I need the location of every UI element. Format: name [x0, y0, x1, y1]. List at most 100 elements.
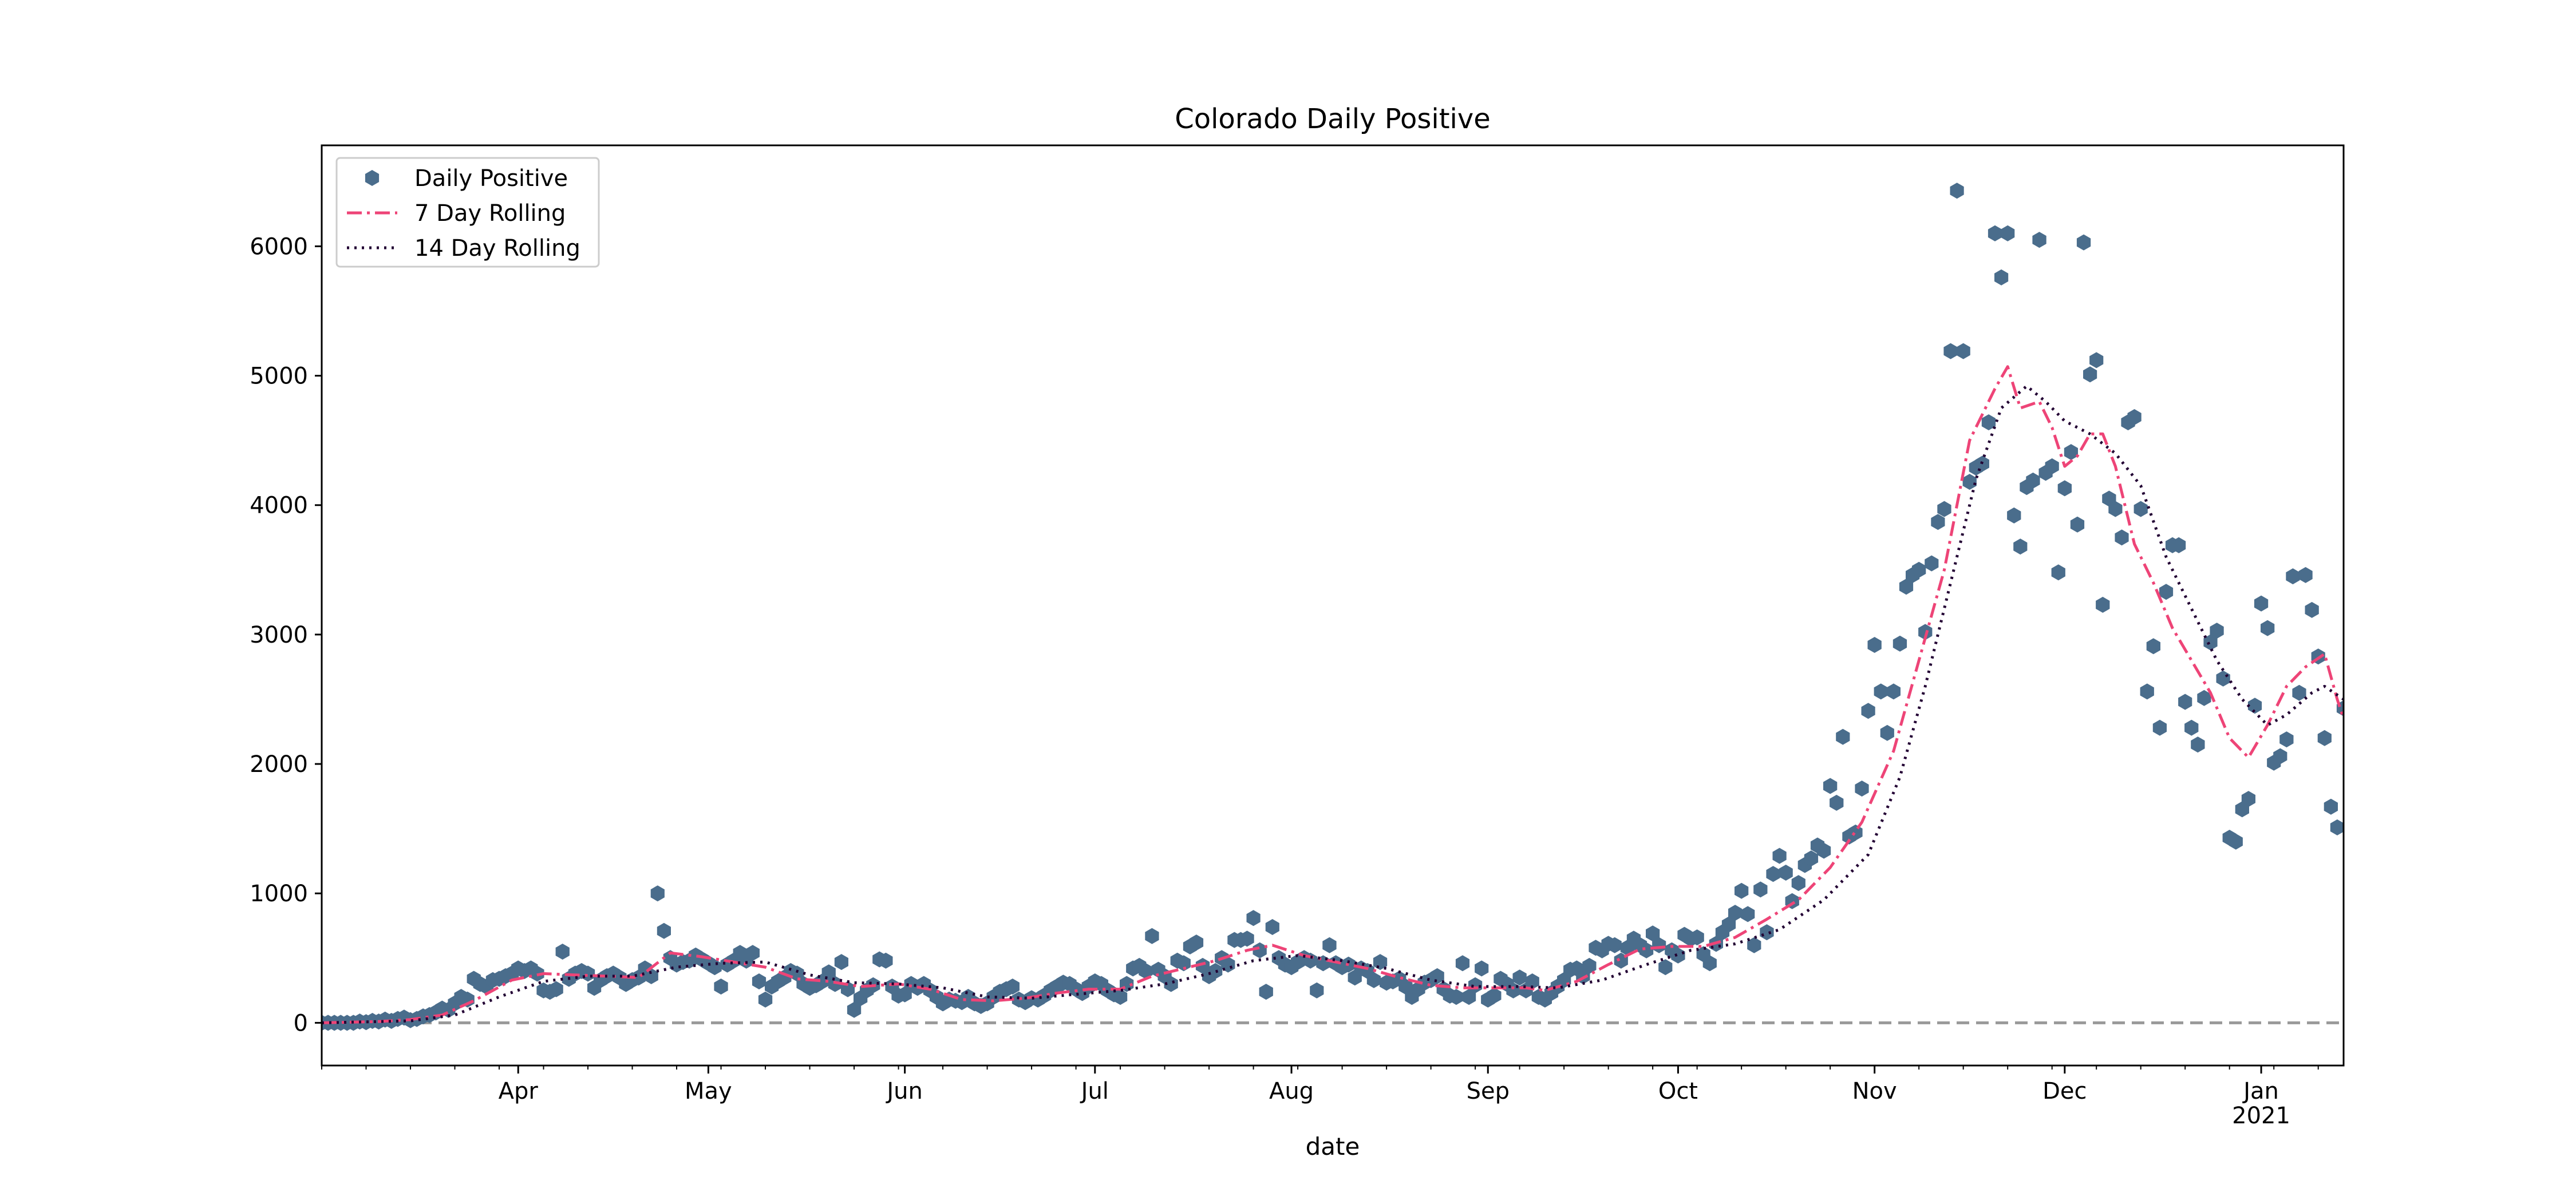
daily-positive-point [2001, 225, 2015, 241]
daily-positive-point [1918, 624, 1933, 640]
daily-positive-point [2292, 684, 2306, 701]
daily-positive-point [2064, 444, 2078, 460]
daily-positive-point [1607, 937, 1622, 953]
daily-positive-point [1139, 963, 1153, 979]
daily-positive-point [1690, 929, 1704, 946]
daily-positive-point [758, 991, 773, 1008]
daily-positive-point [2083, 366, 2097, 383]
daily-positive-point [1525, 973, 1539, 989]
daily-positive-point [1962, 474, 1977, 490]
daily-positive-point [1728, 905, 1743, 921]
daily-positive-point [2286, 568, 2300, 585]
daily-positive-point [1145, 928, 1159, 944]
daily-positive-point [2261, 620, 2275, 636]
x-tick-label: Jun [885, 1078, 923, 1104]
daily-positive-point [2127, 409, 2142, 425]
daily-positive-point [2108, 501, 2123, 517]
daily-positive-point [1449, 989, 1463, 1005]
chart-title: Colorado Daily Positive [1175, 103, 1491, 135]
daily-positive-point [790, 965, 804, 982]
daily-positive-point [1646, 925, 1660, 942]
daily-positive-point [1702, 955, 1717, 972]
rolling-7-day-line [322, 365, 2344, 1024]
daily-positive-point [2134, 501, 2148, 517]
x-tick-label: Jan [2242, 1078, 2279, 1104]
daily-positive-point [2076, 234, 2091, 251]
daily-positive-point [1836, 728, 1850, 745]
daily-positive-point [2184, 719, 2199, 736]
daily-positive-point [834, 954, 848, 971]
daily-positive-point [1176, 955, 1191, 972]
daily-positive-point [1899, 579, 1914, 595]
daily-positive-point [2203, 634, 2218, 651]
daily-positive-point [1886, 683, 1901, 700]
daily-positive-point [2115, 529, 2129, 546]
x-tick-label: Aug [1269, 1078, 1314, 1104]
x-tick-label: Oct [1658, 1078, 1698, 1104]
daily-positive-point [650, 885, 665, 902]
x-tick-label: Dec [2042, 1078, 2087, 1104]
daily-positive-point [2045, 458, 2059, 474]
daily-positive-point [2070, 516, 2085, 533]
daily-positive-point [2013, 538, 2028, 555]
x-tick-sublabel: 2021 [2232, 1103, 2290, 1129]
daily-positive-point [2172, 537, 2186, 553]
daily-positive-point [1240, 930, 1254, 947]
daily-positive-point [2247, 698, 2262, 714]
daily-positive-point [2178, 694, 2192, 710]
daily-positive-point [2216, 670, 2230, 687]
daily-positive-point [2197, 690, 2211, 706]
y-tick-label: 4000 [250, 493, 308, 519]
legend-daily-positive-swatch [365, 170, 380, 186]
daily-positive-point [1804, 850, 1819, 867]
daily-positive-point [2057, 480, 2072, 497]
daily-positive-point [1246, 910, 1261, 926]
legend-label-rolling7: 7 Day Rolling [414, 200, 566, 227]
y-tick-label: 1000 [250, 881, 308, 907]
daily-positive-point [555, 944, 570, 960]
daily-positive-point [2096, 596, 2110, 613]
x-tick-label: Jul [1080, 1078, 1109, 1104]
daily-positive-point [714, 979, 728, 995]
legend-label-daily: Daily Positive [414, 165, 568, 192]
daily-positive-point [1867, 637, 1882, 653]
daily-positive-point [1455, 955, 1470, 972]
daily-positive-point [1253, 942, 1267, 959]
daily-positive-point [1671, 947, 1685, 964]
y-tick-label: 2000 [250, 751, 308, 778]
daily-positive-point [1760, 924, 1774, 941]
daily-positive-point [1208, 963, 1223, 979]
daily-positive-point [1658, 959, 1673, 976]
y-tick-label: 5000 [250, 363, 308, 390]
x-tick-label: Apr [499, 1078, 539, 1104]
daily-positive-point [1430, 968, 1444, 984]
daily-positive-point [1981, 414, 1996, 430]
daily-positive-point [2191, 736, 2205, 753]
daily-positive-point [745, 945, 760, 961]
daily-positive-point [1741, 906, 1755, 922]
daily-positive-point [2241, 791, 2255, 807]
daily-positive-point [1735, 882, 1749, 899]
daily-positive-point [1912, 561, 1926, 578]
daily-positive-point [2146, 638, 2160, 655]
plot-frame [321, 144, 2345, 1067]
daily-positive-point [1265, 919, 1279, 935]
daily-positive-point [821, 964, 836, 981]
daily-positive-point [828, 976, 842, 992]
daily-positive-point [1943, 343, 1958, 359]
daily-positive-point [2089, 352, 2104, 369]
daily-positive-point [1937, 501, 1951, 517]
daily-positive-point [1475, 960, 1489, 977]
daily-positive-point [1931, 514, 1945, 530]
daily-positive-point [1639, 942, 1654, 959]
daily-positive-point [879, 952, 893, 969]
daily-positive-point [1721, 916, 1736, 933]
daily-positive-point [2026, 472, 2040, 489]
daily-positive-point [1164, 976, 1178, 992]
axes: 0 1000 2000 3000 4000 5000 6000 Apr May Jun Jul Aug… [250, 233, 2319, 1129]
daily-positive-point [752, 973, 767, 989]
daily-positive-point [1874, 683, 1888, 700]
daily-positive-point [1582, 957, 1597, 974]
